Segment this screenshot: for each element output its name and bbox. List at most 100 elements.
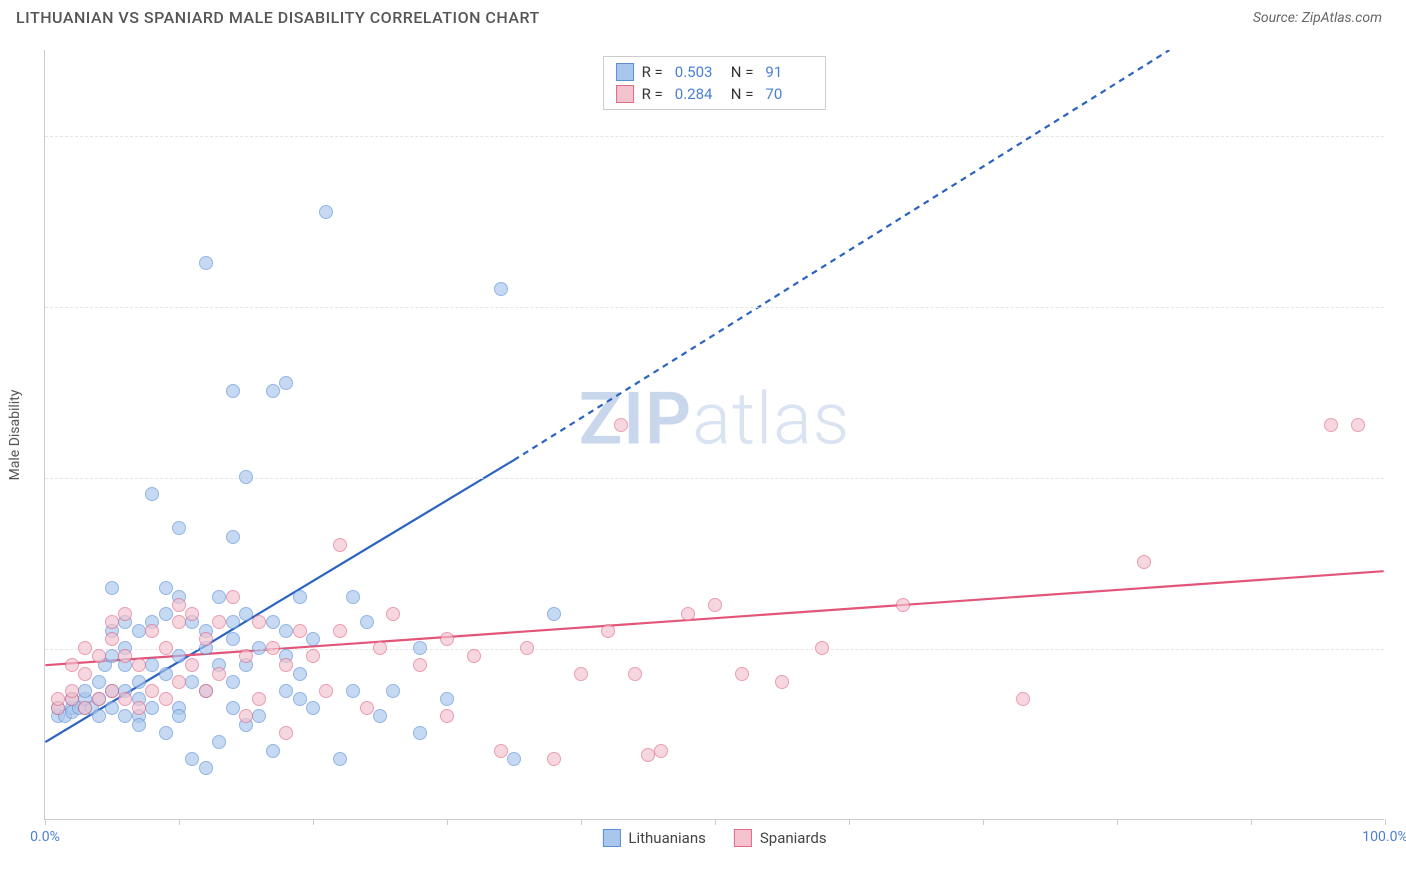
data-point [78,701,92,715]
data-point [118,692,132,706]
data-point [386,684,400,698]
data-point [239,709,253,723]
data-point [65,658,79,672]
legend-series-label: Spaniards [760,829,827,847]
data-point [413,641,427,655]
data-point [145,684,159,698]
scatter-chart: Male Disability ZIPatlas R =0.503N =91R … [44,50,1384,820]
data-point [78,641,92,655]
data-point [185,658,199,672]
data-point [373,709,387,723]
data-point [252,641,266,655]
data-point [51,692,65,706]
x-tick [849,819,850,825]
data-point [1324,418,1338,432]
data-point [547,752,561,766]
legend-correlation-row: R =0.284N =70 [616,83,814,105]
data-point [266,615,280,629]
data-point [145,658,159,672]
legend-swatch [602,829,620,847]
data-point [92,675,106,689]
data-point [199,632,213,646]
data-point [467,649,481,663]
data-point [226,384,240,398]
data-point [319,205,333,219]
data-point [547,607,561,621]
data-point [159,667,173,681]
data-point [306,701,320,715]
legend-correlation-row: R =0.503N =91 [616,61,814,83]
x-tick-label: 0.0% [30,829,60,845]
n-label: N = [731,63,754,81]
x-tick [179,819,180,825]
y-tick-label: 40.0% [1389,470,1406,486]
data-point [226,701,240,715]
n-value: 70 [765,85,813,103]
r-label: R = [642,85,663,103]
data-point [118,709,132,723]
data-point [132,675,146,689]
chart-title: LITHUANIAN VS SPANIARD MALE DISABILITY C… [16,8,540,27]
watermark-bold: ZIP [579,377,692,462]
data-point [172,521,186,535]
data-point [266,384,280,398]
data-point [896,598,910,612]
x-tick [1117,819,1118,825]
watermark-light: atlas [692,377,850,462]
data-point [333,538,347,552]
data-point [118,649,132,663]
data-point [226,615,240,629]
data-point [92,692,106,706]
data-point [279,624,293,638]
data-point [172,709,186,723]
data-point [92,649,106,663]
data-point [145,701,159,715]
data-point [226,675,240,689]
data-point [373,641,387,655]
x-tick-label: 100.0% [1362,829,1406,845]
data-point [185,752,199,766]
data-point [226,632,240,646]
y-axis-title: Male Disability [7,389,23,480]
data-point [708,598,722,612]
data-point [293,624,307,638]
data-point [65,684,79,698]
data-point [440,692,454,706]
data-point [1351,418,1365,432]
data-point [735,667,749,681]
data-point [145,487,159,501]
data-point [1016,692,1030,706]
r-value: 0.284 [675,85,723,103]
data-point [159,581,173,595]
data-point [199,761,213,775]
data-point [132,658,146,672]
data-point [105,684,119,698]
data-point [574,667,588,681]
data-point [105,649,119,663]
legend-correlation-box: R =0.503N =91R =0.284N =70 [603,56,827,110]
legend-swatch [616,63,634,81]
trend-lines [45,50,1384,819]
data-point [520,641,534,655]
data-point [172,675,186,689]
data-point [440,632,454,646]
data-point [212,590,226,604]
x-tick [45,819,46,825]
x-tick [313,819,314,825]
n-value: 91 [765,63,813,81]
data-point [172,649,186,663]
chart-header: LITHUANIAN VS SPANIARD MALE DISABILITY C… [0,0,1406,35]
data-point [105,632,119,646]
data-point [266,641,280,655]
data-point [681,607,695,621]
legend-series-label: Lithuanians [628,829,705,847]
data-point [92,709,106,723]
legend-series-item: Spaniards [734,829,827,847]
data-point [105,615,119,629]
y-tick-label: 60.0% [1389,299,1406,315]
r-label: R = [642,63,663,81]
data-point [252,709,266,723]
y-tick-label: 20.0% [1389,641,1406,657]
data-point [293,590,307,604]
x-tick [983,819,984,825]
